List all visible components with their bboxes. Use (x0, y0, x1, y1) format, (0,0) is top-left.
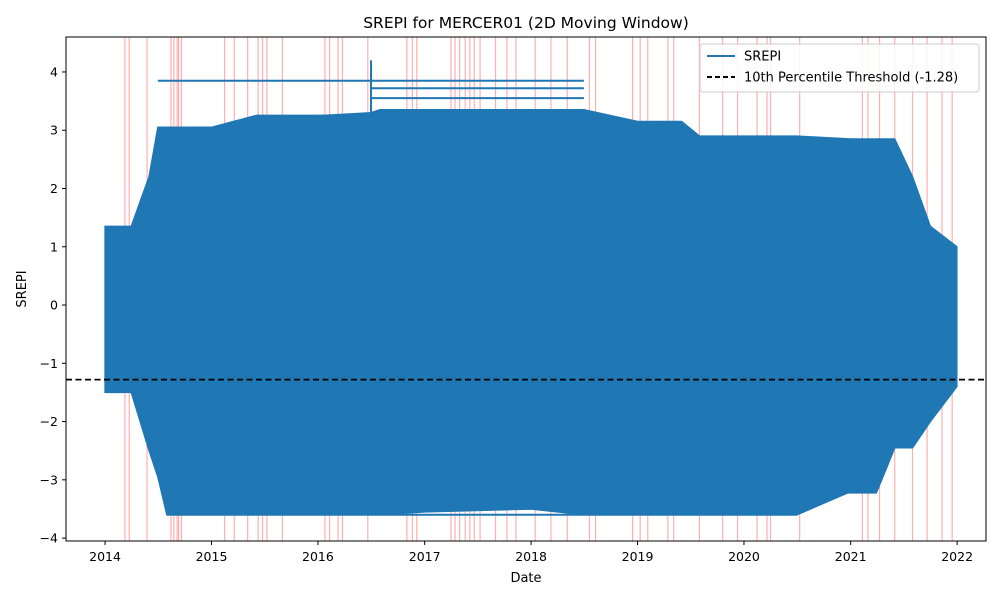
y-axis-title: SREPI (15, 270, 30, 307)
x-tick-label-2016: 2016 (302, 549, 334, 564)
plot-frame (65, 36, 987, 542)
srepi-series (104, 60, 958, 516)
x-axis-title: Date (510, 571, 541, 586)
y-tick-label--3: −3 (40, 472, 58, 487)
y-axis: −4 −3 −2 −1 0 1 2 3 4 (40, 64, 66, 546)
x-tick-label-2017: 2017 (409, 549, 441, 564)
x-tick-label-2020: 2020 (728, 549, 760, 564)
y-tick-label-1: 1 (50, 239, 58, 254)
y-tick-label--1: −1 (40, 356, 58, 371)
y-tick-label-2: 2 (50, 181, 58, 196)
y-tick-label-3: 3 (50, 123, 58, 138)
y-tick-label--2: −2 (40, 414, 58, 429)
y-tick-label-4: 4 (50, 64, 58, 79)
srepi-envelope (104, 109, 958, 516)
legend-box (699, 43, 980, 93)
legend-label-srepi: SREPI (744, 50, 781, 65)
x-tick-label-2014: 2014 (89, 549, 121, 564)
x-tick-label-2019: 2019 (622, 549, 654, 564)
x-tick-label-2015: 2015 (196, 549, 228, 564)
x-tick-label-2018: 2018 (515, 549, 547, 564)
x-tick-label-2022: 2022 (941, 549, 973, 564)
x-tick-label-2021: 2021 (835, 549, 867, 564)
y-tick-label--4: −4 (40, 531, 58, 546)
chart-title: SREPI for MERCER01 (2D Moving Window) (363, 14, 689, 32)
legend: SREPI 10th Percentile Threshold (-1.28) (699, 43, 980, 93)
y-tick-label-0: 0 (50, 298, 58, 313)
legend-label-threshold: 10th Percentile Threshold (-1.28) (744, 71, 958, 86)
x-axis: 2014 2015 2016 2017 2018 2019 2020 2021 2022 (89, 541, 973, 564)
